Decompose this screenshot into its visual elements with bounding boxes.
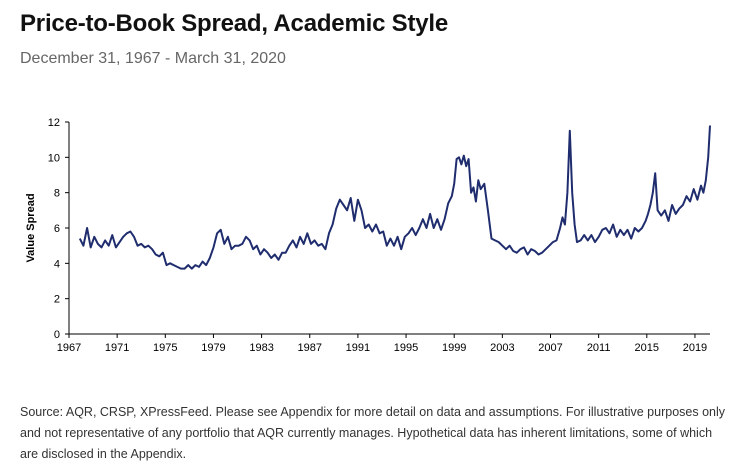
y-tick-label: 4 — [54, 258, 60, 270]
y-axis-label: Value Spread — [25, 193, 37, 262]
x-tick-label: 1971 — [105, 342, 129, 354]
x-tick-label: 2011 — [587, 342, 611, 354]
series-line-value-spread — [78, 125, 711, 270]
x-tick-label: 1995 — [394, 342, 418, 354]
y-tick-label: 8 — [54, 188, 60, 200]
x-tick-label: 1983 — [249, 342, 273, 354]
x-tick-label: 1979 — [201, 342, 225, 354]
x-tick-label: 2003 — [490, 342, 514, 354]
y-tick-label: 10 — [48, 152, 60, 164]
x-tick-label: 2007 — [538, 342, 562, 354]
y-axis-ticks: 0 2 4 6 8 10 12 — [48, 117, 69, 341]
x-tick-label: 1975 — [153, 342, 177, 354]
x-tick-label: 2015 — [635, 342, 659, 354]
x-tick-label: 1999 — [442, 342, 466, 354]
x-tick-label: 1991 — [346, 342, 370, 354]
x-axis-ticks: 1967 1971 1975 1979 1983 1987 1991 1995 1999 2003… — [57, 334, 707, 354]
y-tick-label: 2 — [54, 294, 60, 306]
y-tick-label: 6 — [54, 223, 60, 235]
y-tick-label: 12 — [48, 117, 60, 129]
chart-subtitle: December 31, 1967 - March 31, 2020 — [20, 50, 286, 67]
x-tick-label: 1967 — [57, 342, 81, 354]
x-tick-label: 1987 — [298, 342, 322, 354]
x-tick-label: 2019 — [683, 342, 707, 354]
y-tick-label: 0 — [54, 329, 60, 341]
chart-title: Price-to-Book Spread, Academic Style — [20, 10, 449, 37]
source-note: Source: AQR, CRSP, XPressFeed. Please se… — [20, 405, 725, 461]
